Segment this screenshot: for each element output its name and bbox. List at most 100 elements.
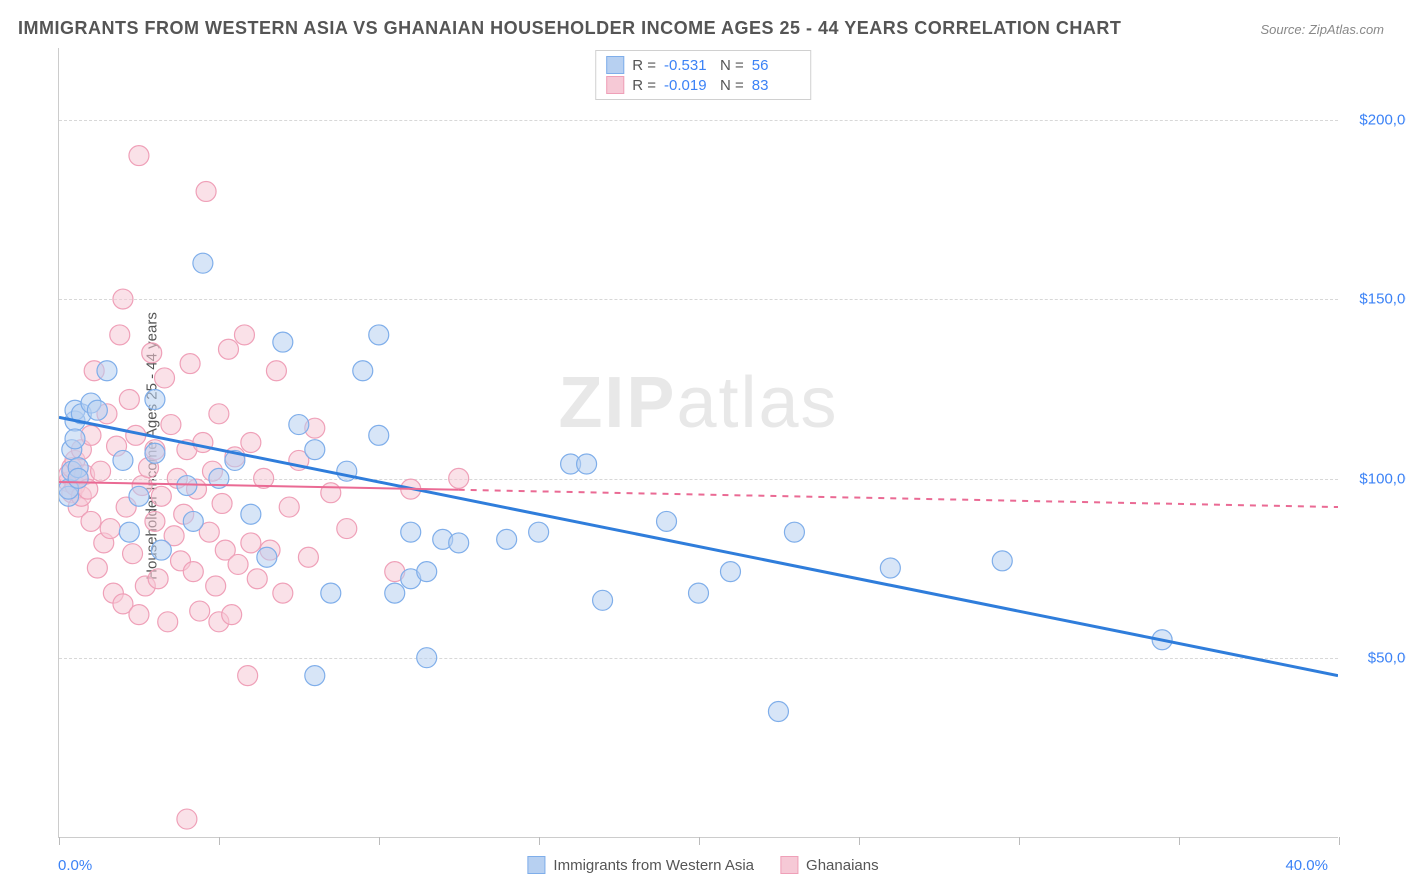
data-point (449, 468, 469, 488)
data-point (113, 450, 133, 470)
data-point (119, 389, 139, 409)
x-axis-min-label: 0.0% (58, 857, 92, 874)
data-point (196, 181, 216, 201)
data-point (657, 511, 677, 531)
data-point (273, 583, 293, 603)
data-point (992, 551, 1012, 571)
data-point (206, 576, 226, 596)
data-point (247, 569, 267, 589)
y-tick-label: $50,000 (1368, 650, 1406, 667)
data-point (142, 343, 162, 363)
x-tick (219, 837, 220, 845)
data-point (449, 533, 469, 553)
legend-swatch (606, 76, 624, 94)
data-point (228, 554, 248, 574)
source-attribution: Source: ZipAtlas.com (1260, 22, 1384, 37)
data-point (369, 325, 389, 345)
data-point (353, 361, 373, 381)
data-point (183, 562, 203, 582)
data-point (180, 354, 200, 374)
data-point (190, 601, 210, 621)
x-tick (539, 837, 540, 845)
data-point (212, 493, 232, 513)
data-point (91, 461, 111, 481)
stats-legend-row: R =-0.531N =56 (606, 55, 800, 75)
x-axis-max-label: 40.0% (1285, 857, 1328, 874)
data-point (273, 332, 293, 352)
r-value: -0.019 (664, 77, 712, 94)
data-point (401, 522, 421, 542)
data-point (65, 429, 85, 449)
data-point (497, 529, 517, 549)
chart-title: IMMIGRANTS FROM WESTERN ASIA VS GHANAIAN… (18, 18, 1121, 39)
data-point (266, 361, 286, 381)
data-point (305, 440, 325, 460)
data-point (177, 809, 197, 829)
stats-legend: R =-0.531N =56R =-0.019N =83 (595, 50, 811, 100)
n-label: N = (720, 57, 744, 74)
data-point (279, 497, 299, 517)
data-point (151, 486, 171, 506)
data-point (123, 544, 143, 564)
chart-container: IMMIGRANTS FROM WESTERN ASIA VS GHANAIAN… (0, 0, 1406, 892)
series-legend-item: Immigrants from Western Asia (527, 856, 754, 874)
n-value: 56 (752, 57, 800, 74)
x-tick (1179, 837, 1180, 845)
data-point (222, 605, 242, 625)
data-point (87, 400, 107, 420)
data-point (880, 558, 900, 578)
data-point (209, 404, 229, 424)
data-point (238, 666, 258, 686)
data-point (234, 325, 254, 345)
legend-swatch (780, 856, 798, 874)
data-point (385, 583, 405, 603)
legend-swatch (606, 56, 624, 74)
data-point (81, 511, 101, 531)
r-label: R = (632, 57, 656, 74)
data-point (241, 433, 261, 453)
y-tick-label: $100,000 (1359, 470, 1406, 487)
data-point (129, 605, 149, 625)
data-point (337, 519, 357, 539)
stats-legend-row: R =-0.019N =83 (606, 75, 800, 95)
data-point (257, 547, 277, 567)
legend-swatch (527, 856, 545, 874)
data-point (298, 547, 318, 567)
series-legend-item: Ghanaians (780, 856, 879, 874)
plot-area: ZIPatlas $50,000$100,000$150,000$200,000 (58, 48, 1338, 838)
data-point (417, 648, 437, 668)
data-point (183, 511, 203, 531)
data-point (145, 443, 165, 463)
data-point (129, 146, 149, 166)
data-point (151, 540, 171, 560)
data-point (784, 522, 804, 542)
data-point (145, 389, 165, 409)
r-label: R = (632, 77, 656, 94)
data-point (218, 339, 238, 359)
series-legend: Immigrants from Western Asia Ghanaians (527, 856, 878, 874)
x-tick (59, 837, 60, 845)
data-point (113, 289, 133, 309)
data-point (100, 519, 120, 539)
data-point (145, 511, 165, 531)
trend-line-dashed (459, 490, 1338, 507)
x-tick (379, 837, 380, 845)
data-point (321, 483, 341, 503)
data-point (193, 433, 213, 453)
data-point (110, 325, 130, 345)
data-point (369, 425, 389, 445)
data-point (529, 522, 549, 542)
data-point (417, 562, 437, 582)
y-tick-label: $200,000 (1359, 111, 1406, 128)
data-point (68, 468, 88, 488)
data-point (593, 590, 613, 610)
data-point (289, 415, 309, 435)
data-point (87, 558, 107, 578)
y-tick-label: $150,000 (1359, 291, 1406, 308)
series-legend-label: Immigrants from Western Asia (553, 857, 754, 874)
data-point (193, 253, 213, 273)
x-tick (699, 837, 700, 845)
data-point (161, 415, 181, 435)
data-point (129, 486, 149, 506)
data-point (241, 504, 261, 524)
